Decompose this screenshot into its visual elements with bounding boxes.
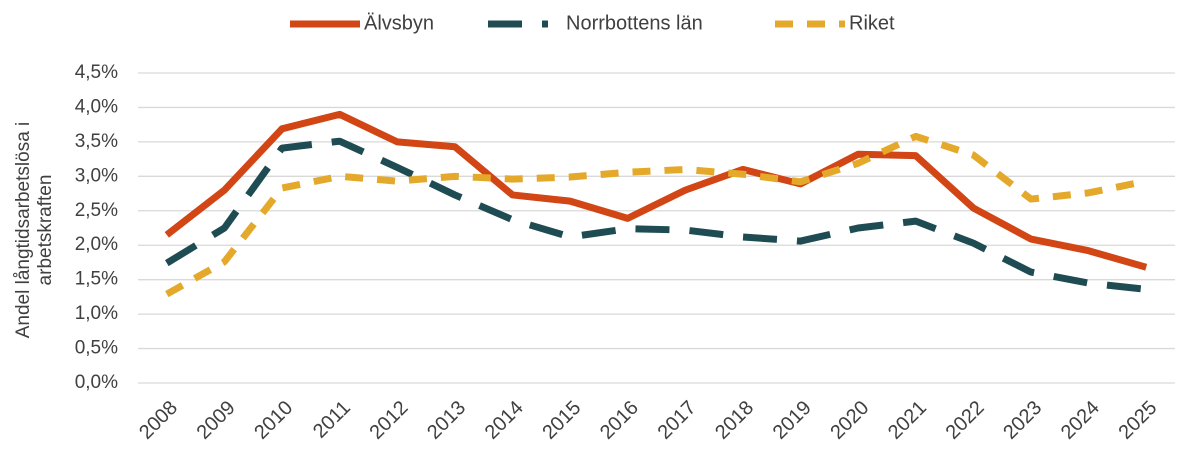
x-tick-label: 2025 [1114, 397, 1161, 444]
x-tick-label: 2012 [365, 397, 412, 444]
legend-label: Norrbottens län [566, 12, 703, 34]
y-axis-label: Andel långtidsarbetslösa i [13, 122, 34, 339]
x-tick-label: 2013 [423, 397, 470, 444]
y-tick-label: 1,5% [75, 269, 118, 290]
x-tick-label: 2008 [135, 397, 182, 444]
legend-label: Älvsbyn [364, 12, 434, 34]
line-series [165, 132, 1147, 298]
y-tick-label: 3,5% [75, 131, 118, 152]
x-tick-label: 2015 [538, 397, 585, 444]
x-tick-label: 2024 [1057, 397, 1104, 444]
y-tick-label: 0,5% [75, 338, 118, 359]
line-series [164, 137, 1147, 293]
y-tick-label: 0,0% [75, 372, 118, 393]
y-tick-label: 1,0% [75, 303, 118, 324]
x-tick-label: 2017 [654, 397, 701, 444]
x-tick-label: 2010 [250, 397, 297, 444]
x-tick-label: 2022 [942, 397, 989, 444]
y-tick-label: 4,5% [75, 62, 118, 83]
y-axis-label: arbetskraften [35, 175, 56, 286]
legend-label: Riket [849, 12, 895, 34]
x-tick-label: 2019 [769, 397, 816, 444]
x-tick-label: 2020 [826, 397, 873, 444]
x-tick-label: 2014 [481, 397, 528, 444]
y-tick-label: 2,5% [75, 200, 118, 221]
x-tick-label: 2023 [999, 397, 1046, 444]
line-series [164, 110, 1148, 271]
x-tick-label: 2018 [711, 397, 758, 444]
y-tick-label: 2,0% [75, 234, 118, 255]
y-tick-label: 3,0% [75, 165, 118, 186]
y-tick-label: 4,0% [75, 96, 118, 117]
x-tick-label: 2021 [884, 397, 931, 444]
x-tick-label: 2009 [193, 397, 240, 444]
x-tick-label: 2011 [309, 397, 355, 443]
x-tick-label: 2016 [596, 397, 643, 444]
